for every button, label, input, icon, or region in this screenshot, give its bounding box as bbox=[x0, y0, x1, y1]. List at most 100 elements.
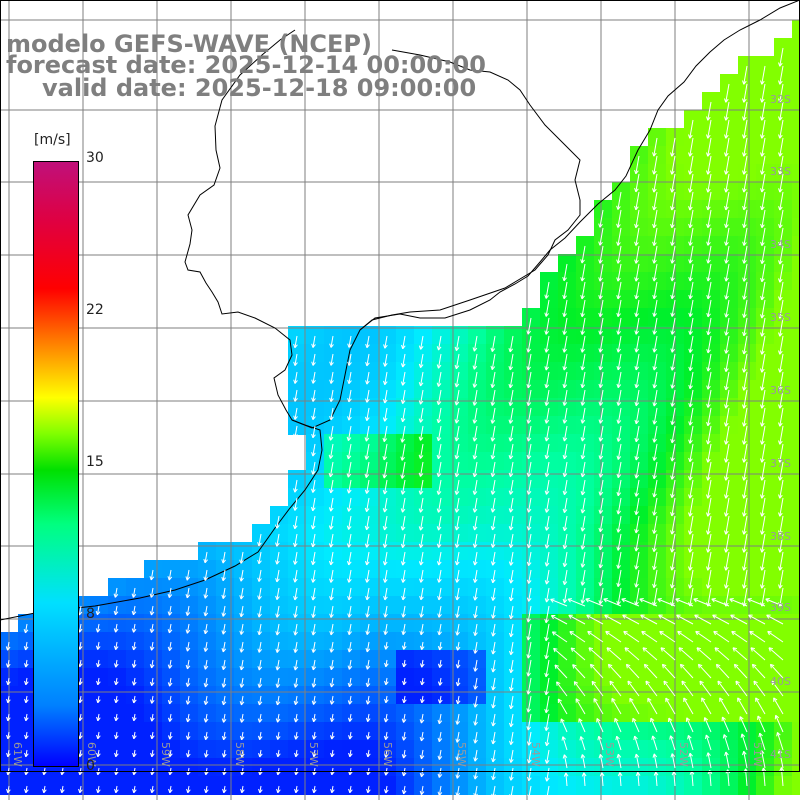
wind-cell bbox=[198, 632, 217, 651]
wind-arrow-head bbox=[275, 718, 279, 723]
wind-arrow-head bbox=[349, 789, 353, 794]
wind-arrow bbox=[313, 713, 316, 722]
wind-cell bbox=[738, 200, 757, 219]
wind-cell bbox=[126, 776, 145, 795]
wind-cell bbox=[90, 740, 109, 759]
wind-cell bbox=[648, 200, 667, 219]
wind-arrow-head bbox=[97, 646, 101, 650]
wind-cell bbox=[684, 308, 703, 327]
wind-cell bbox=[702, 650, 721, 669]
wind-arrow bbox=[725, 443, 730, 463]
wind-arrow-head bbox=[365, 398, 368, 403]
wind-cell bbox=[306, 614, 325, 633]
wind-arrow-head bbox=[7, 789, 11, 794]
wind-cell bbox=[288, 470, 307, 489]
wind-arrow-head bbox=[671, 313, 675, 317]
wind-cell bbox=[594, 488, 613, 507]
wind-arrow-head bbox=[456, 526, 460, 531]
wind-arrow-head bbox=[385, 699, 389, 704]
wind-arrow-head bbox=[330, 344, 334, 348]
wind-arrow bbox=[653, 425, 658, 443]
wind-arrow-head bbox=[660, 647, 665, 650]
wind-cell bbox=[432, 722, 451, 741]
wind-cell bbox=[522, 596, 541, 615]
wind-cell bbox=[756, 74, 775, 93]
wind-arrow-head bbox=[25, 753, 29, 758]
wind-arrow-head bbox=[508, 437, 511, 442]
wind-cell bbox=[684, 200, 703, 219]
wind-arrow-head bbox=[436, 490, 439, 495]
wind-cell bbox=[594, 506, 613, 525]
wind-arrow-head bbox=[761, 206, 765, 211]
wind-cell bbox=[540, 650, 559, 669]
wind-arrow-head bbox=[151, 611, 155, 616]
wind-arrow-head bbox=[491, 704, 494, 709]
wind-arrow-head bbox=[312, 416, 316, 420]
wind-arrow bbox=[581, 335, 586, 353]
wind-arrow-head bbox=[778, 548, 781, 553]
wind-arrow-head bbox=[616, 564, 619, 569]
lon-label: 54W bbox=[529, 742, 542, 767]
wind-cell bbox=[288, 560, 307, 579]
wind-cell bbox=[792, 56, 800, 75]
wind-arrow bbox=[611, 698, 622, 715]
wind-arrow-head bbox=[556, 681, 558, 686]
wind-arrow bbox=[330, 407, 334, 420]
wind-arrow-head bbox=[564, 563, 568, 568]
wind-cell bbox=[90, 776, 109, 795]
wind-arrow-head bbox=[760, 295, 763, 301]
wind-arrow-head bbox=[779, 116, 783, 121]
wind-arrow-head bbox=[348, 648, 353, 653]
wind-arrow-head bbox=[707, 476, 711, 481]
wind-arrow-head bbox=[438, 383, 442, 387]
wind-cell bbox=[630, 578, 649, 597]
wind-arrow-head bbox=[346, 489, 350, 494]
wind-arrow-head bbox=[670, 511, 673, 517]
wind-arrow-head bbox=[295, 701, 299, 706]
wind-cell bbox=[720, 506, 739, 525]
wind-arrow-head bbox=[580, 754, 583, 759]
wind-arrow-head bbox=[598, 491, 601, 496]
wind-arrow-head bbox=[760, 566, 763, 571]
wind-arrow-head bbox=[528, 526, 532, 531]
wind-arrow-head bbox=[707, 422, 711, 427]
wind-arrow-head bbox=[347, 361, 350, 366]
wind-arrow-head bbox=[737, 697, 742, 701]
lat-label: 40S bbox=[770, 675, 791, 688]
wind-arrow-head bbox=[724, 422, 727, 427]
wind-cell bbox=[198, 776, 217, 795]
wind-arrow bbox=[599, 533, 604, 550]
wind-arrow bbox=[707, 101, 712, 121]
wind-arrow-head bbox=[259, 701, 263, 706]
wind-cell bbox=[396, 326, 415, 345]
wind-arrow-head bbox=[454, 490, 457, 495]
wind-arrow-head bbox=[382, 456, 385, 461]
wind-arrow-head bbox=[455, 682, 459, 687]
wind-arrow-head bbox=[205, 736, 209, 741]
wind-arrow-head bbox=[239, 683, 242, 688]
wind-arrow-head bbox=[527, 366, 532, 371]
wind-arrow-head bbox=[403, 646, 407, 650]
wind-arrow-head bbox=[455, 437, 460, 442]
wind-arrow-head bbox=[473, 775, 476, 780]
wind-arrow bbox=[258, 677, 262, 688]
wind-arrow-head bbox=[761, 314, 765, 319]
wind-arrow-head bbox=[223, 736, 227, 741]
wind-arrow-head bbox=[402, 381, 406, 386]
wind-arrow bbox=[438, 515, 442, 531]
wind-arrow-head bbox=[365, 380, 368, 385]
wind-arrow-head bbox=[418, 472, 421, 477]
wind-arrow-head bbox=[725, 116, 729, 121]
wind-arrow-head bbox=[581, 581, 586, 586]
wind-arrow-head bbox=[617, 420, 622, 424]
wind-arrow bbox=[509, 407, 514, 424]
wind-arrow-head bbox=[599, 437, 604, 442]
wind-arrow-head bbox=[653, 188, 657, 193]
wind-arrow-head bbox=[616, 600, 619, 605]
wind-arrow-head bbox=[545, 384, 550, 389]
wind-arrow-head bbox=[635, 330, 640, 335]
wind-cell bbox=[684, 146, 703, 165]
wind-arrow-head bbox=[778, 512, 781, 517]
wind-arrow-head bbox=[634, 277, 637, 282]
wind-arrow-head bbox=[456, 347, 460, 351]
